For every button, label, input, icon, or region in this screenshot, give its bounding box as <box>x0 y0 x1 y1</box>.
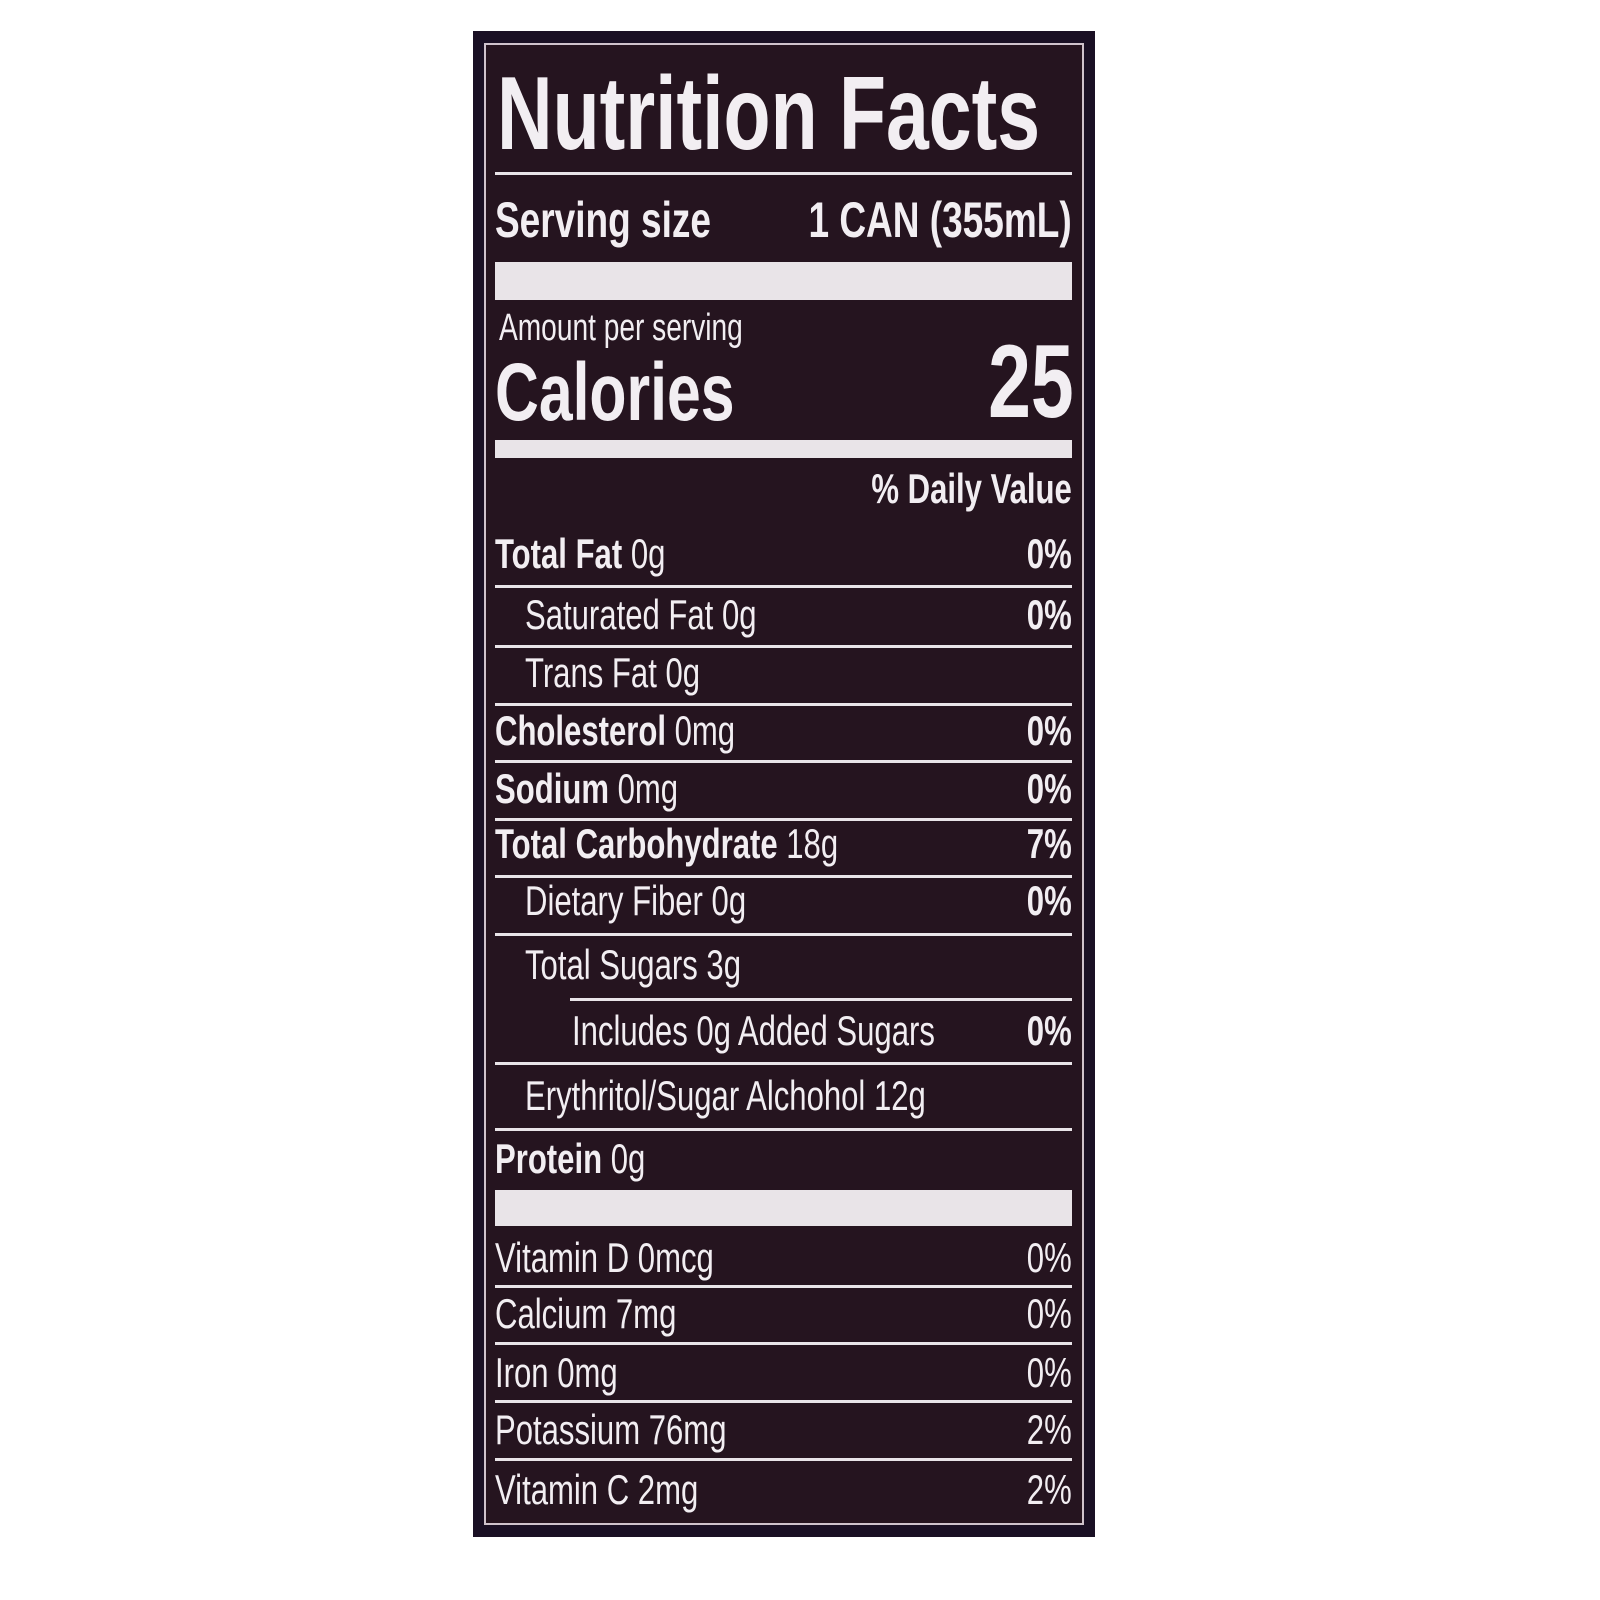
vitamin-label: Iron 0mg <box>495 1352 618 1394</box>
vitamin-label: Calcium 7mg <box>495 1293 676 1335</box>
daily-value-header: % Daily Value <box>871 465 1072 512</box>
vitamin-name: Potassium <box>495 1406 641 1453</box>
nutrient-name: Total Fat <box>495 530 623 577</box>
vitamin-label: Vitamin C 2mg <box>495 1469 698 1511</box>
nutrient-label: Total Sugars 3g <box>525 944 741 986</box>
nutrient-daily-value: 0% <box>1027 707 1072 754</box>
nutrient-amount: 0g <box>721 591 757 638</box>
nutrient-name: Includes 0g Added Sugars <box>572 1007 935 1054</box>
nutrient-amount: 0g <box>665 649 701 696</box>
nutrient-label: Erythritol/Sugar Alchohol 12g <box>525 1075 926 1117</box>
vitamin-daily-value: 0% <box>1027 1234 1072 1281</box>
nutrient-amount: 18g <box>786 820 839 867</box>
amount-per-serving: Amount per serving <box>499 307 743 349</box>
serving-size-label: Serving size <box>495 192 711 248</box>
nutrient-name: Total Sugars <box>525 941 698 988</box>
divider <box>495 875 1072 878</box>
vitamin-label: Potassium 76mg <box>495 1409 726 1451</box>
calories-label: Calories <box>495 347 735 438</box>
nutrient-daily-value: 7% <box>1027 820 1072 867</box>
thick-divider <box>495 1190 1072 1226</box>
nutrient-name: Protein <box>495 1135 603 1182</box>
nutrient-label: Dietary Fiber 0g <box>525 880 746 922</box>
nutrient-label: Protein 0g <box>495 1138 645 1180</box>
vitamin-name: Calcium <box>495 1290 608 1337</box>
nutrient-label: Sodium 0mg <box>495 768 678 810</box>
nutrient-name: Cholesterol <box>495 707 666 754</box>
vitamin-daily-value: 2% <box>1027 1466 1072 1513</box>
divider <box>495 645 1072 648</box>
nutrient-daily-value: 0% <box>1027 877 1072 924</box>
nutrient-name: Saturated Fat <box>525 591 714 638</box>
divider <box>495 1400 1072 1403</box>
nutrient-amount: 12g <box>873 1072 926 1119</box>
nutrient-name: Total Carbohydrate <box>495 820 778 867</box>
divider <box>495 703 1072 706</box>
vitamin-label: Vitamin D 0mcg <box>495 1237 714 1279</box>
nutrient-label: Includes 0g Added Sugars <box>572 1010 935 1052</box>
nutrient-name: Sodium <box>495 765 609 812</box>
nutrient-amount: 3g <box>706 941 741 988</box>
nutrient-amount: 0mg <box>674 707 736 754</box>
nutrient-amount: 0g <box>630 530 666 577</box>
nutrient-name: Trans Fat <box>525 649 657 696</box>
nutrient-label: Saturated Fat 0g <box>525 594 757 636</box>
nutrient-daily-value: 0% <box>1027 765 1072 812</box>
divider <box>570 998 1072 1001</box>
nutrient-name: Erythritol/Sugar Alchohol <box>525 1072 866 1119</box>
vitamin-daily-value: 0% <box>1027 1290 1072 1337</box>
nutrient-label: Total Carbohydrate 18g <box>495 823 838 865</box>
divider <box>495 1128 1072 1131</box>
title: Nutrition Facts <box>497 56 1041 172</box>
vitamin-amount: 76mg <box>648 1406 727 1453</box>
divider <box>495 1285 1072 1288</box>
divider <box>495 760 1072 763</box>
divider <box>495 818 1072 821</box>
vitamin-amount: 0mg <box>557 1349 618 1396</box>
calories-value: 25 <box>988 324 1074 440</box>
nutrient-daily-value: 0% <box>1027 530 1072 577</box>
divider <box>495 1342 1072 1345</box>
vitamin-amount: 2mg <box>637 1466 699 1513</box>
divider <box>495 933 1072 936</box>
divider <box>495 172 1072 175</box>
nutrient-label: Cholesterol 0mg <box>495 710 735 752</box>
vitamin-daily-value: 2% <box>1027 1406 1072 1453</box>
nutrient-amount: 0g <box>711 877 747 924</box>
vitamin-name: Vitamin C <box>495 1466 630 1513</box>
divider <box>495 1062 1072 1065</box>
vitamin-daily-value: 0% <box>1027 1349 1072 1396</box>
nutrient-name: Dietary Fiber <box>525 877 703 924</box>
thick-divider <box>495 262 1072 300</box>
nutrient-daily-value: 0% <box>1027 591 1072 638</box>
vitamin-name: Iron <box>495 1349 549 1396</box>
divider <box>495 585 1072 588</box>
thick-divider <box>495 440 1072 458</box>
nutrient-label: Total Fat 0g <box>495 533 665 575</box>
vitamin-name: Vitamin D <box>495 1234 630 1281</box>
vitamin-amount: 7mg <box>615 1290 677 1337</box>
divider <box>495 1458 1072 1461</box>
nutrient-amount: 0g <box>610 1135 646 1182</box>
serving-size-value: 1 CAN (355mL) <box>808 192 1072 248</box>
vitamin-amount: 0mcg <box>637 1234 714 1281</box>
nutrient-amount: 0mg <box>617 765 679 812</box>
nutrient-label: Trans Fat 0g <box>525 652 700 694</box>
nutrient-daily-value: 0% <box>1027 1007 1072 1054</box>
